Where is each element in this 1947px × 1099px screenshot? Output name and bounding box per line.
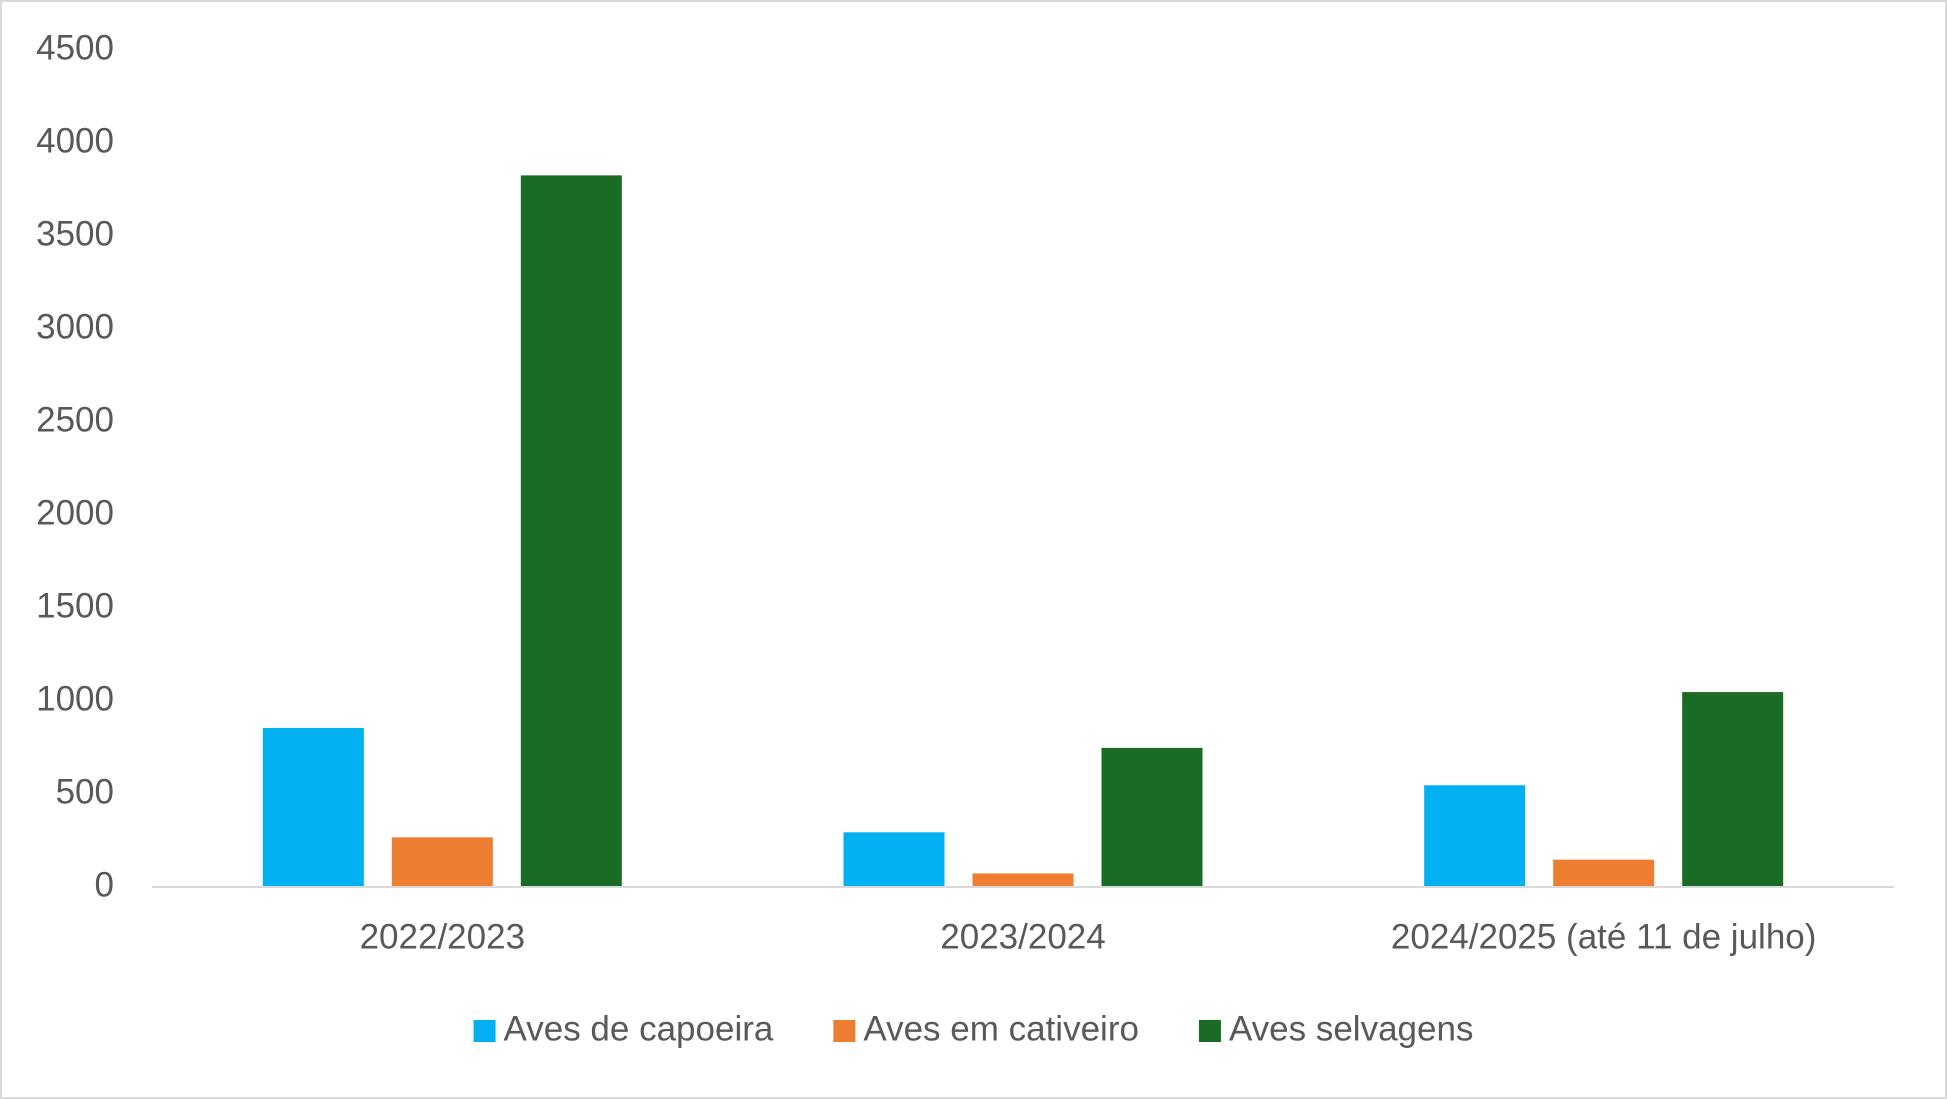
bar — [262, 727, 364, 887]
legend-label: Aves em cativeiro — [863, 1009, 1139, 1048]
bar — [520, 175, 622, 887]
y-tick-label: 0 — [95, 865, 114, 904]
legend-label: Aves selvagens — [1229, 1009, 1474, 1048]
y-tick-label: 4000 — [36, 121, 114, 160]
bar — [391, 837, 493, 887]
y-tick-label: 3500 — [36, 214, 114, 253]
y-tick-label: 1500 — [36, 586, 114, 625]
y-tick-label: 500 — [56, 772, 114, 811]
y-tick-label: 4500 — [36, 28, 114, 67]
y-tick-label: 2000 — [36, 493, 114, 532]
legend-marker — [1198, 1020, 1221, 1042]
x-tick-label: 2024/2025 (até 11 de julho) — [1391, 917, 1817, 956]
y-tick-label: 1000 — [36, 679, 114, 718]
bar — [1682, 692, 1784, 887]
x-tick-label: 2022/2023 — [360, 917, 525, 956]
bar — [843, 832, 945, 887]
bar — [1424, 785, 1526, 887]
bar — [1101, 747, 1203, 887]
y-tick-label: 3000 — [36, 307, 114, 346]
x-tick-label: 2023/2024 — [940, 917, 1105, 956]
y-tick-label: 2500 — [36, 400, 114, 439]
legend-marker — [833, 1020, 856, 1042]
bar — [1553, 859, 1655, 887]
legend-marker — [473, 1020, 496, 1042]
bar — [972, 873, 1074, 887]
legend-label: Aves de capoeira — [504, 1009, 774, 1048]
